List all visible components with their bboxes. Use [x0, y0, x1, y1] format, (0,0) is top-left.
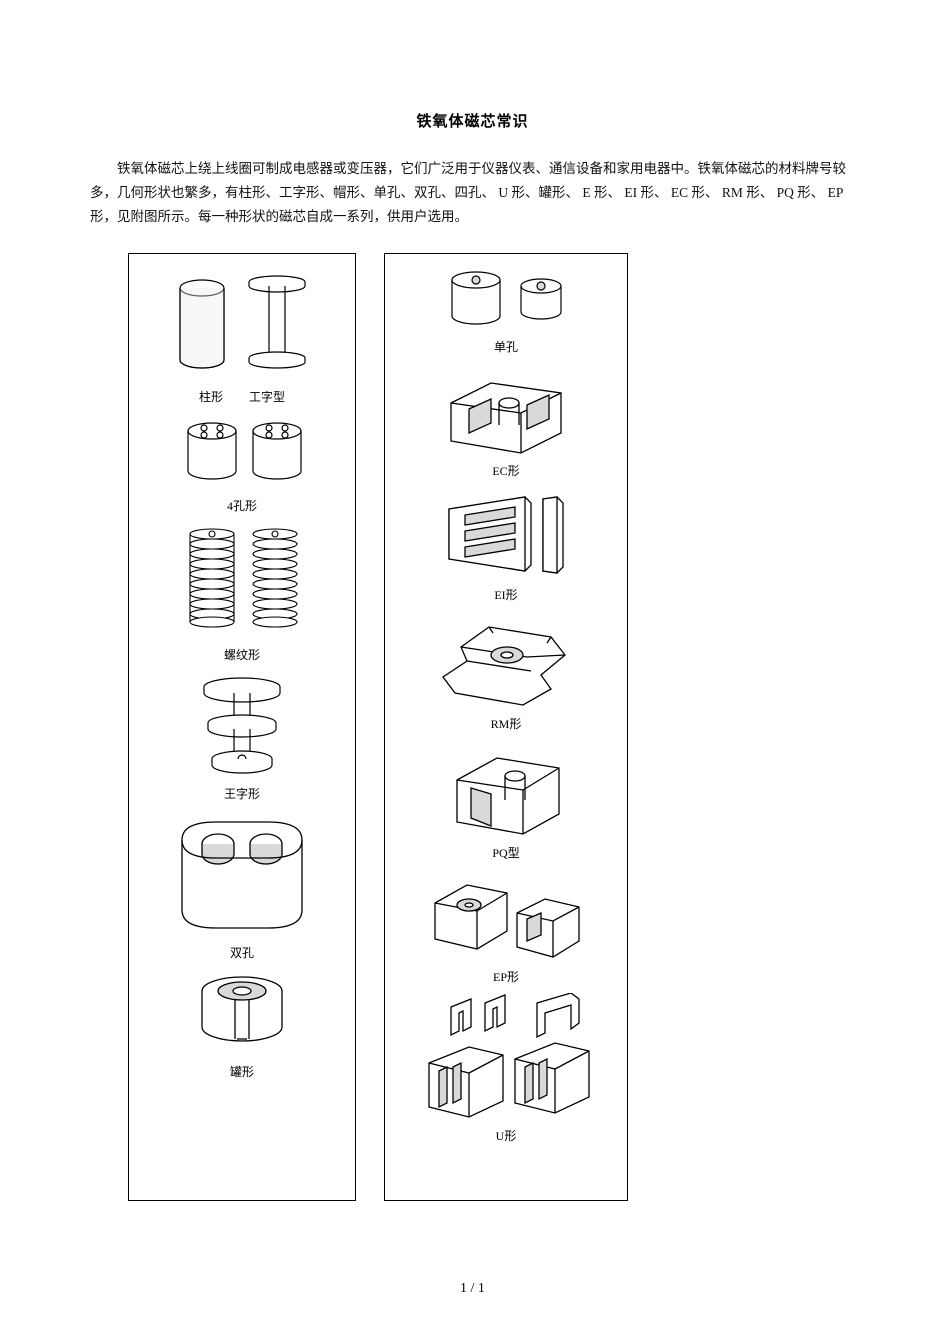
shape-u: U形	[411, 993, 601, 1144]
wang-icon	[177, 671, 307, 781]
ec-icon	[431, 363, 581, 458]
caption-wang: 王字形	[224, 785, 260, 802]
shape-1hole: 单孔	[431, 264, 581, 355]
ep-icon	[421, 869, 591, 964]
caption-4hole: 4孔形	[227, 497, 257, 514]
shape-wang: 王字形	[177, 671, 307, 802]
caption-ep: EP形	[493, 968, 519, 985]
caption-gong: 工字型	[249, 388, 285, 405]
pq-icon	[431, 740, 581, 840]
document-page: 铁氧体磁芯常识 铁氧体磁芯上绕上线圈可制成电感器或变压器，它们广泛用于仪器仪表、…	[0, 0, 945, 1337]
caption-pot: 罐形	[230, 1063, 254, 1080]
caption-u: U形	[496, 1127, 517, 1144]
two-hole-icon	[162, 810, 322, 940]
shape-zhu-gong: 柱形 工字型	[157, 264, 327, 405]
rm-icon	[431, 611, 581, 711]
zhu-gong-icon	[157, 264, 327, 384]
one-hole-icon	[431, 264, 581, 334]
figure-panel-right: 单孔 EC形	[384, 253, 628, 1201]
shape-ei: EI形	[431, 487, 581, 603]
shape-pot: 罐形	[187, 969, 297, 1080]
caption-ei: EI形	[494, 586, 517, 603]
figure-panel-left: 柱形 工字型	[128, 253, 356, 1201]
u-icon	[411, 993, 601, 1123]
shape-thread: 螺纹形	[167, 522, 317, 663]
pot-icon	[187, 969, 297, 1059]
caption-thread: 螺纹形	[224, 646, 260, 663]
caption-rm: RM形	[491, 715, 522, 732]
caption-pq: PQ型	[492, 844, 519, 861]
shape-4hole: 4孔形	[167, 413, 317, 514]
ei-icon	[431, 487, 581, 582]
caption-zhu: 柱形	[199, 388, 223, 405]
caption-2hole: 双孔	[230, 944, 254, 961]
thread-icon	[167, 522, 317, 642]
shape-ep: EP形	[421, 869, 591, 985]
four-hole-icon	[167, 413, 317, 493]
shape-ec: EC形	[431, 363, 581, 479]
page-title: 铁氧体磁芯常识	[80, 110, 865, 131]
page-number: 1 / 1	[0, 1281, 945, 1297]
body-paragraph: 铁氧体磁芯上绕上线圈可制成电感器或变压器，它们广泛用于仪器仪表、通信设备和家用电…	[90, 157, 855, 229]
shape-2hole: 双孔	[162, 810, 322, 961]
figure-row: 柱形 工字型	[128, 253, 865, 1201]
caption-ec: EC形	[492, 462, 519, 479]
shape-pq: PQ型	[431, 740, 581, 861]
shape-rm: RM形	[431, 611, 581, 732]
caption-1hole: 单孔	[494, 338, 518, 355]
